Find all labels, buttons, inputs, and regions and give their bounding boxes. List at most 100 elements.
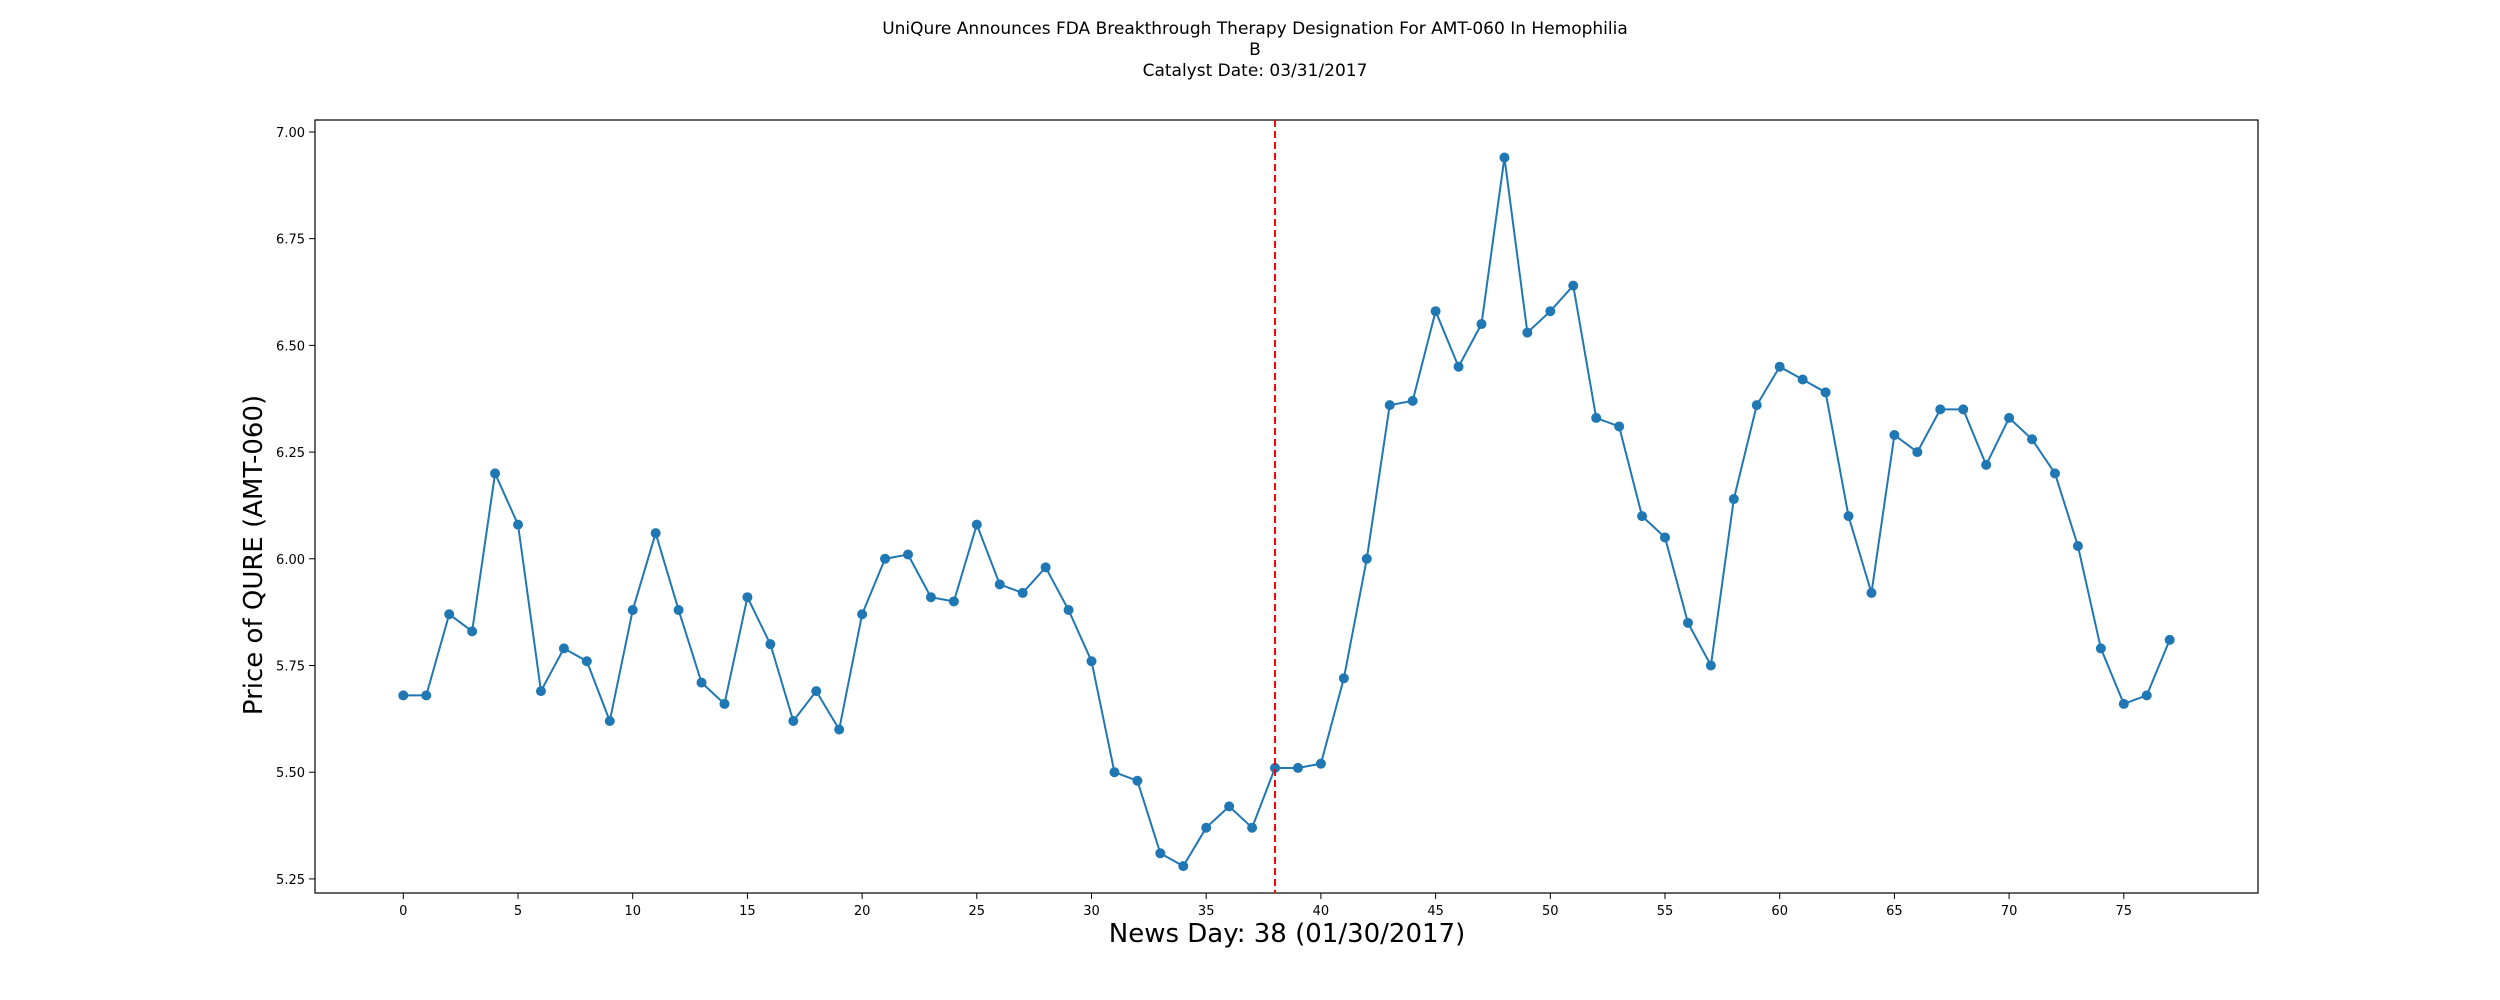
x-tick-label: 55 — [1657, 904, 1674, 919]
data-point — [1866, 587, 1877, 598]
y-tick-label: 7.00 — [276, 126, 305, 141]
data-point — [1109, 767, 1120, 778]
data-point — [1728, 494, 1739, 505]
data-point — [1453, 361, 1464, 372]
y-tick-label: 6.00 — [276, 553, 305, 568]
data-point — [467, 626, 478, 637]
y-tick-label: 5.50 — [276, 766, 305, 781]
data-point — [1017, 587, 1028, 598]
data-point — [880, 553, 891, 564]
data-point — [421, 690, 432, 701]
plot-frame — [314, 119, 2259, 894]
x-tick-label: 60 — [1771, 904, 1788, 919]
data-point — [1155, 848, 1166, 859]
y-tick-label: 5.75 — [276, 659, 305, 674]
x-tick-label: 40 — [1313, 904, 1330, 919]
data-point — [1063, 605, 1074, 616]
data-point — [604, 715, 615, 726]
y-tick-label: 6.75 — [276, 233, 305, 248]
x-tick-label: 20 — [854, 904, 871, 919]
y-tick-label: 5.25 — [276, 873, 305, 888]
data-point — [1637, 511, 1648, 522]
data-point — [1797, 374, 1808, 385]
data-point — [1476, 319, 1487, 330]
chart-title-line-3: Catalyst Date: 03/31/2017 — [1143, 61, 1368, 81]
data-point — [1545, 306, 1556, 317]
data-point — [1705, 660, 1716, 671]
data-point — [1889, 430, 1900, 441]
data-point — [834, 724, 845, 735]
x-axis-label: News Day: 38 (01/30/2017) — [1109, 919, 1465, 949]
chart-title-line-1: UniQure Announces FDA Breakthrough Thera… — [882, 19, 1628, 39]
data-point — [1040, 562, 1051, 573]
data-point — [558, 643, 569, 654]
data-point — [742, 592, 753, 603]
data-point — [1270, 762, 1281, 773]
data-point — [1361, 553, 1372, 564]
data-point — [902, 549, 913, 560]
data-point — [971, 519, 982, 530]
data-point — [490, 468, 501, 479]
data-point — [513, 519, 524, 530]
y-tick-label: 6.50 — [276, 339, 305, 354]
data-point — [1843, 511, 1854, 522]
data-point — [1247, 822, 1258, 833]
data-point — [788, 715, 799, 726]
data-point — [1407, 395, 1418, 406]
x-tick-label: 70 — [2001, 904, 2018, 919]
data-point — [398, 690, 409, 701]
data-point — [719, 698, 730, 709]
data-point — [2095, 643, 2106, 654]
data-point — [1224, 801, 1235, 812]
data-point — [535, 686, 546, 697]
data-point — [1774, 361, 1785, 372]
y-axis-label: Price of QURE (AMT-060) — [239, 395, 269, 715]
x-tick-label: 30 — [1083, 904, 1100, 919]
data-point — [1682, 617, 1693, 628]
x-tick-label: 15 — [739, 904, 756, 919]
data-point — [948, 596, 959, 607]
data-point — [1981, 459, 1992, 470]
data-point — [994, 579, 1005, 590]
data-point — [1292, 762, 1303, 773]
data-point — [2049, 468, 2060, 479]
x-tick-label: 50 — [1542, 904, 1559, 919]
data-point — [696, 677, 707, 688]
data-point — [2141, 690, 2152, 701]
data-point — [1499, 152, 1510, 163]
data-point — [857, 609, 868, 620]
data-point — [1430, 306, 1441, 317]
data-point — [1384, 400, 1395, 411]
data-point — [1522, 327, 1533, 338]
data-point — [1338, 673, 1349, 684]
data-point — [1591, 412, 1602, 423]
x-tick-label: 10 — [624, 904, 641, 919]
plot-area: 0 5 10 15 20 25 30 35 40 45 50 55 60 65 70 75 5.25 5.50 5.… — [276, 119, 2259, 919]
data-point — [1820, 387, 1831, 398]
x-tick-label: 65 — [1886, 904, 1903, 919]
x-tick-label: 75 — [2116, 904, 2133, 919]
x-tick-label: 25 — [969, 904, 986, 919]
x-tick-label: 35 — [1198, 904, 1215, 919]
data-point — [1660, 532, 1671, 543]
data-point — [2004, 412, 2015, 423]
data-point — [2072, 540, 2083, 551]
x-tick-label: 5 — [514, 904, 522, 919]
data-point — [925, 592, 936, 603]
x-tick-label: 0 — [399, 904, 407, 919]
y-tick-label: 6.25 — [276, 446, 305, 461]
data-point — [581, 656, 592, 667]
data-point — [1086, 656, 1097, 667]
chart-title-line-2: B — [1249, 40, 1261, 60]
data-point — [1315, 758, 1326, 769]
data-point — [2118, 698, 2129, 709]
data-point — [1178, 861, 1189, 872]
data-point — [1958, 404, 1969, 415]
data-point — [444, 609, 455, 620]
data-point — [1132, 775, 1143, 786]
data-point — [627, 605, 638, 616]
data-point — [2164, 634, 2175, 645]
data-point — [1935, 404, 1946, 415]
data-point — [1201, 822, 1212, 833]
